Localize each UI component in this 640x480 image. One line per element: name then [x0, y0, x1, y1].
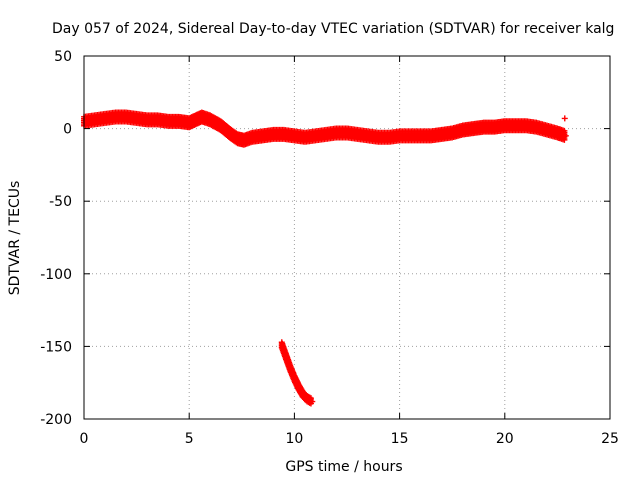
x-tick-label: 20 [496, 431, 514, 447]
plot-frame [83, 55, 611, 420]
x-tick-label: 25 [601, 431, 619, 447]
y-tick-label: -50 [49, 194, 72, 210]
x-tick-label: 10 [285, 431, 303, 447]
x-tick-label: 15 [391, 431, 409, 447]
data-point [561, 136, 568, 143]
tick-labels: 0 5 10 15 20 25 50 0 -50 -100 -150 -200 [40, 49, 619, 447]
data-point [561, 115, 568, 122]
y-tick-label: 0 [63, 122, 72, 138]
x-tick-label: 5 [185, 431, 194, 447]
y-tick-label: 50 [54, 49, 72, 65]
x-axis-label: GPS time / hours [285, 459, 402, 475]
data-point [562, 132, 569, 139]
y-tick-label: -150 [40, 339, 72, 355]
y-axis-label: SDTVAR / TECUs [7, 181, 23, 296]
x-tick-label: 0 [80, 431, 89, 447]
y-tick-label: -100 [40, 267, 72, 283]
chart-title: Day 057 of 2024, Sidereal Day-to-day VTE… [52, 21, 614, 37]
y-tick-label: -200 [40, 412, 72, 428]
axis-ticks [83, 55, 611, 420]
data-point [309, 398, 316, 405]
data-points [81, 109, 569, 407]
